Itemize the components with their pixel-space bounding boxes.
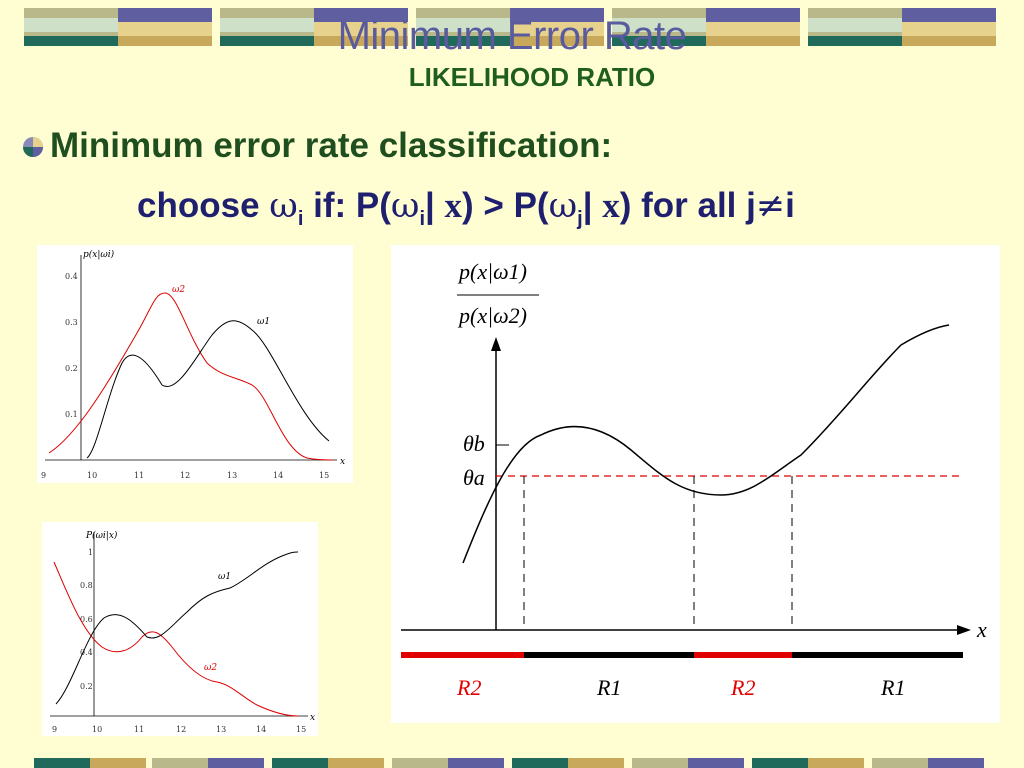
y-tick-label: 1 bbox=[88, 548, 93, 557]
x-axis-label: x bbox=[340, 457, 345, 467]
likelihood-ratio-panel: p(x|ω1) p(x|ω2) x θb θa R2 R1 R2 R1 bbox=[391, 245, 1000, 723]
y-tick-label: 0.2 bbox=[65, 364, 78, 373]
x-tick-label: 15 bbox=[319, 471, 329, 480]
omega2-curve bbox=[48, 292, 334, 461]
omega2-curve bbox=[53, 561, 299, 717]
y-ticks: 0.1 0.2 0.3 0.4 bbox=[65, 272, 78, 419]
x-axis-label: x bbox=[976, 617, 987, 642]
region-label-r2: R2 bbox=[730, 675, 755, 700]
slide-subtitle: LIKELIHOOD RATIO bbox=[408, 62, 656, 92]
omega1-label: ω1 bbox=[257, 317, 270, 327]
x-tick-label: 11 bbox=[134, 725, 144, 734]
posterior-plot: P(ωi|x) x 0.2 0.4 0.6 0.8 1 9 10 11 12 1… bbox=[50, 530, 315, 734]
y-axis-label: p(x|ωi) bbox=[83, 249, 115, 260]
x-tick-label: 12 bbox=[176, 725, 186, 734]
not-equal-symbol: ≠ bbox=[755, 186, 786, 226]
y-axis-arrow bbox=[491, 337, 501, 351]
x-tick-label: 10 bbox=[92, 725, 102, 734]
likelihood-ratio-plot: p(x|ω1) p(x|ω2) x θb θa R2 R1 R2 R1 bbox=[401, 259, 987, 700]
region-label-r2: R2 bbox=[456, 675, 481, 700]
omega1-label: ω1 bbox=[218, 572, 231, 582]
stripe-block bbox=[808, 8, 996, 46]
likelihood-ratio-curve bbox=[462, 324, 950, 564]
stripe-block bbox=[612, 8, 800, 46]
region-label-r1: R1 bbox=[596, 675, 621, 700]
omega-symbol: ω bbox=[548, 186, 578, 226]
y-tick-label: 0.6 bbox=[80, 615, 93, 624]
bullet-text: Minimum error rate classification: bbox=[50, 126, 613, 165]
omega-symbol: ω bbox=[390, 186, 420, 226]
y-tick-label: 0.2 bbox=[80, 682, 93, 691]
x-axis-label: x bbox=[310, 713, 315, 723]
theta-b-label: θb bbox=[463, 431, 485, 456]
x-ticks: 9 10 11 12 13 14 15 bbox=[52, 725, 306, 734]
x-tick-label: 15 bbox=[296, 725, 306, 734]
rule-bar: | bbox=[582, 186, 593, 225]
rule-if: if: P( bbox=[313, 186, 391, 225]
y-tick-label: 0.3 bbox=[65, 318, 78, 327]
y-tick-label: 0.8 bbox=[80, 581, 93, 590]
rule-x: x bbox=[444, 186, 463, 225]
header-decoration bbox=[24, 8, 996, 46]
x-tick-label: 12 bbox=[180, 471, 190, 480]
y-tick-label: 0.1 bbox=[65, 410, 78, 419]
x-tick-label: 14 bbox=[273, 471, 283, 480]
theta-a-label: θa bbox=[463, 465, 485, 490]
ratio-denominator: p(x|ω2) bbox=[457, 303, 527, 328]
density-plot-panel: p(x|ωi) x 0.1 0.2 0.3 0.4 9 10 11 12 13 … bbox=[37, 245, 353, 483]
rule-gt: ) > P( bbox=[462, 186, 549, 225]
region-label-r1: R1 bbox=[880, 675, 905, 700]
omega-symbol: ω bbox=[269, 186, 298, 226]
x-tick-label: 13 bbox=[227, 471, 237, 480]
rule-sub-i: i bbox=[297, 208, 304, 230]
bullet-icon bbox=[23, 137, 43, 157]
stripe-block bbox=[416, 8, 604, 46]
rule-bar: | bbox=[425, 186, 435, 225]
x-tick-label: 10 bbox=[87, 471, 97, 480]
omega1-curve bbox=[86, 320, 330, 459]
rule-sub-j: j bbox=[577, 208, 583, 230]
stripe-block bbox=[24, 8, 212, 46]
slide-title: Minimum Error Rate bbox=[337, 14, 687, 58]
x-tick-label: 13 bbox=[216, 725, 226, 734]
posterior-plot-panel: P(ωi|x) x 0.2 0.4 0.6 0.8 1 9 10 11 12 1… bbox=[42, 522, 318, 736]
y-axis-label: P(ωi|x) bbox=[85, 530, 118, 541]
x-axis-arrow bbox=[957, 625, 971, 635]
x-tick-label: 11 bbox=[134, 471, 144, 480]
density-plot: p(x|ωi) x 0.1 0.2 0.3 0.4 9 10 11 12 13 … bbox=[41, 249, 345, 480]
y-ticks: 0.2 0.4 0.6 0.8 1 bbox=[80, 548, 93, 691]
y-tick-label: 0.4 bbox=[80, 648, 93, 657]
x-tick-label: 14 bbox=[256, 725, 266, 734]
omega2-label: ω2 bbox=[204, 663, 217, 673]
ratio-numerator: p(x|ω1) bbox=[457, 259, 527, 284]
x-tick-label: 9 bbox=[41, 471, 46, 480]
rule-end: ) for all j bbox=[619, 186, 756, 225]
x-tick-label: 9 bbox=[52, 725, 57, 734]
rule-end-i: i bbox=[785, 186, 795, 225]
decision-rule: choose ωi if: P(ωi| x) > P(ωj| x) for al… bbox=[137, 186, 795, 231]
rule-x: x bbox=[602, 186, 620, 225]
x-ticks: 9 10 11 12 13 14 15 bbox=[41, 471, 329, 480]
stripe-block bbox=[220, 8, 408, 46]
omega2-label: ω2 bbox=[172, 285, 185, 295]
rule-choose: choose bbox=[137, 186, 260, 225]
y-tick-label: 0.4 bbox=[65, 272, 78, 281]
omega1-curve bbox=[55, 551, 299, 705]
footer-decoration bbox=[34, 758, 984, 768]
rule-sub-i: i bbox=[419, 208, 425, 230]
